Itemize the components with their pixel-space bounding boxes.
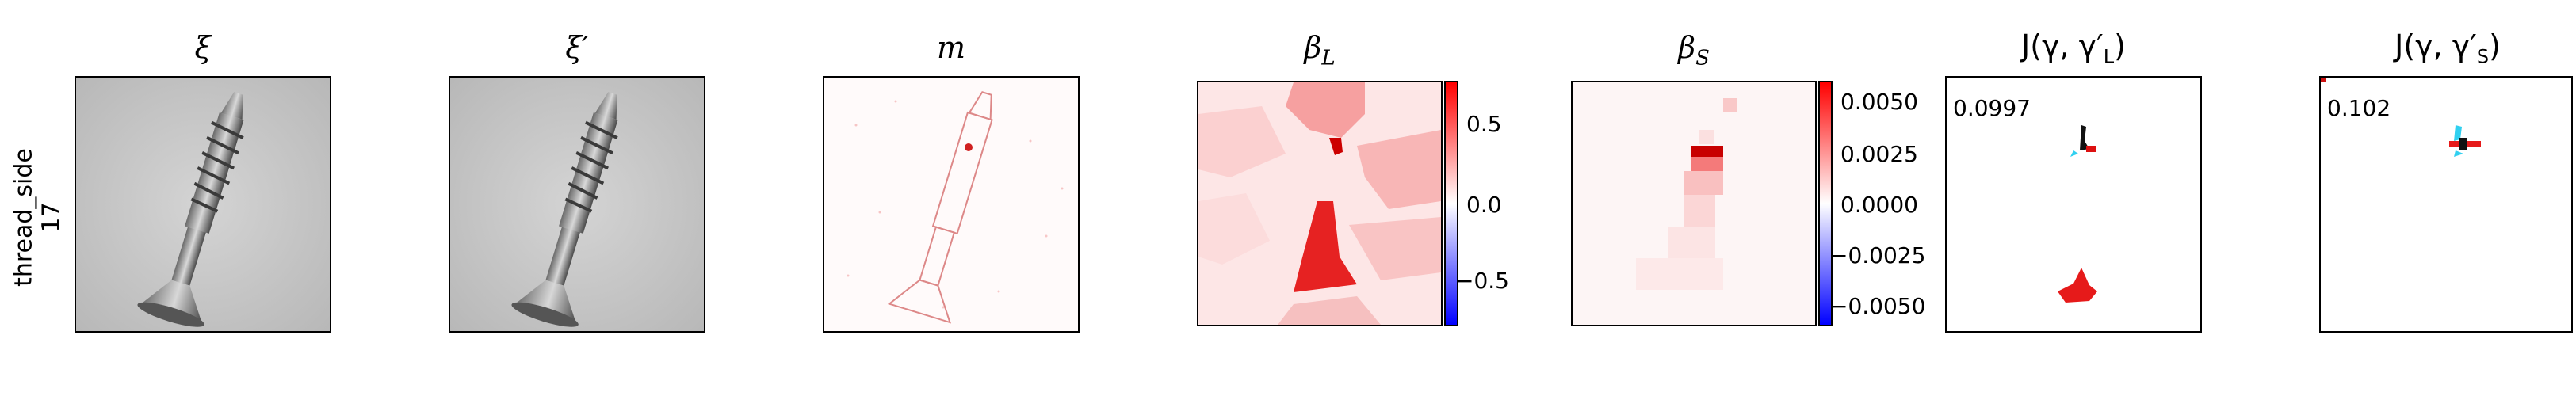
score-j-s: 0.102: [2327, 95, 2391, 121]
colorbar-s-tick: 0.0000: [1840, 192, 1918, 218]
panel-title-xi-prime: ξ′: [565, 30, 589, 65]
panel-title-beta-l: βL: [1304, 30, 1336, 70]
score-j-l: 0.0997: [1953, 95, 2031, 121]
map-j-l: [1945, 76, 2202, 333]
map-j-s: [2319, 76, 2573, 333]
image-xi: [75, 76, 331, 333]
map-beta-s: [1571, 81, 1817, 326]
row-label-class: thread_side: [10, 148, 38, 287]
colorbar-s-tick: 0.0050: [1840, 89, 1918, 115]
colorbar-s-tick: 0.0025: [1840, 141, 1918, 167]
colorbar-l-tick: 0.0: [1466, 192, 1502, 218]
colorbar-beta-l: [1444, 81, 1458, 326]
map-beta-l: [1197, 81, 1443, 326]
image-xi-prime: [449, 76, 705, 333]
row-label-index: 17: [37, 202, 65, 233]
panel-title-m: m: [936, 30, 966, 65]
colorbar-s-tick: −0.0025: [1829, 242, 1926, 268]
panel-title-j-s: J(γ, γ′S): [2394, 29, 2501, 68]
map-m: [823, 76, 1080, 333]
panel-title-xi: ξ: [194, 30, 212, 65]
panel-title-beta-s: βS: [1678, 30, 1710, 70]
panel-title-j-l: J(γ, γ′L): [2021, 29, 2126, 68]
colorbar-s-tick: −0.0050: [1829, 293, 1926, 319]
colorbar-l-tick: 0.5: [1466, 111, 1502, 137]
row-label: thread_side 17: [10, 131, 66, 305]
colorbar-beta-s: [1818, 81, 1833, 326]
colorbar-l-tick: −0.5: [1455, 268, 1509, 294]
